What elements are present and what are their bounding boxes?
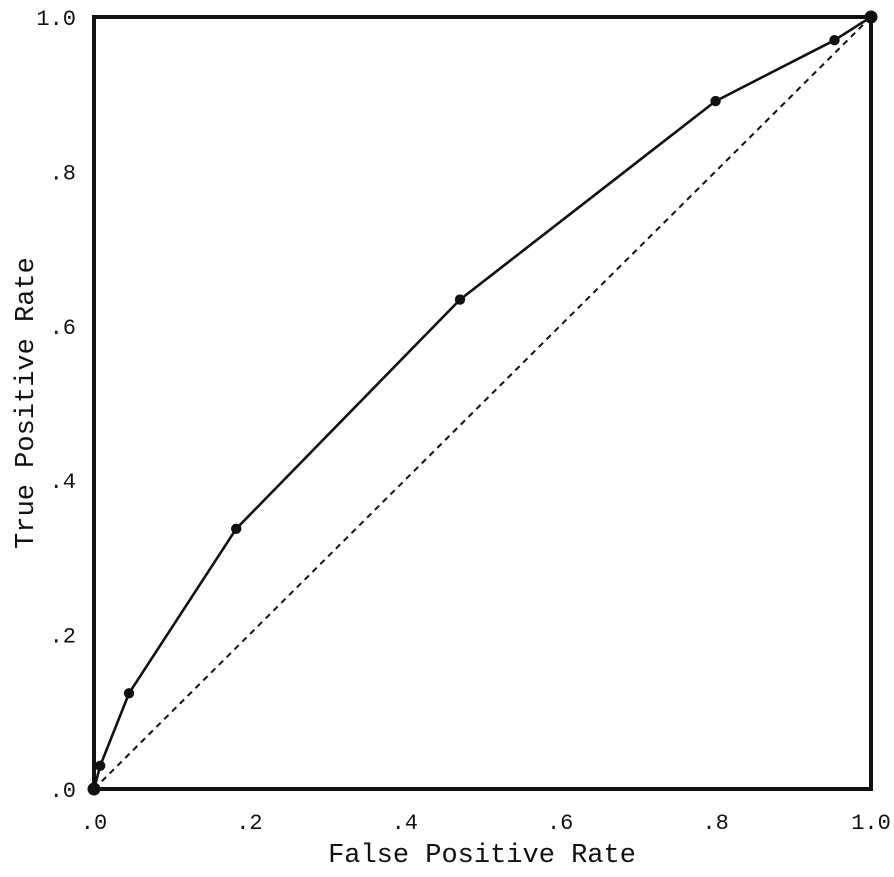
x-tick-label: .8 bbox=[702, 811, 728, 836]
roc-point bbox=[829, 35, 840, 46]
x-tick-label: .0 bbox=[81, 811, 107, 836]
roc-point bbox=[231, 523, 242, 534]
y-tick-label: .0 bbox=[50, 779, 76, 804]
roc-curve-layer bbox=[92, 15, 872, 790]
y-tick-labels: .0 .2 .4 .6 .8 1.0 bbox=[36, 7, 76, 804]
roc-point bbox=[123, 688, 135, 699]
roc-point bbox=[95, 760, 106, 771]
roc-point bbox=[864, 10, 878, 24]
x-tick-label: .4 bbox=[392, 811, 418, 836]
x-axis-label: False Positive Rate bbox=[328, 841, 636, 871]
chance-diagonal-layer bbox=[93, 16, 872, 790]
roc-point bbox=[454, 294, 466, 305]
roc-point bbox=[87, 782, 101, 796]
x-tick-label: .2 bbox=[236, 811, 262, 836]
y-tick-label: .8 bbox=[50, 161, 76, 186]
y-tick-label: 1.0 bbox=[36, 7, 76, 32]
x-tick-label: 1.0 bbox=[851, 811, 891, 836]
y-tick-label: .4 bbox=[50, 470, 76, 495]
plot-frame bbox=[92, 15, 873, 791]
roc-points-layer bbox=[87, 10, 878, 796]
y-tick-label: .2 bbox=[50, 625, 76, 650]
roc-point bbox=[710, 95, 721, 107]
x-tick-labels: .0 .2 .4 .6 .8 1.0 bbox=[81, 811, 891, 836]
x-tick-label: .6 bbox=[547, 811, 573, 836]
roc-curve-line bbox=[92, 15, 872, 790]
chance-diagonal-line bbox=[93, 16, 872, 790]
y-tick-label: .6 bbox=[50, 316, 76, 341]
y-axis-label: True Positive Rate bbox=[12, 257, 42, 549]
